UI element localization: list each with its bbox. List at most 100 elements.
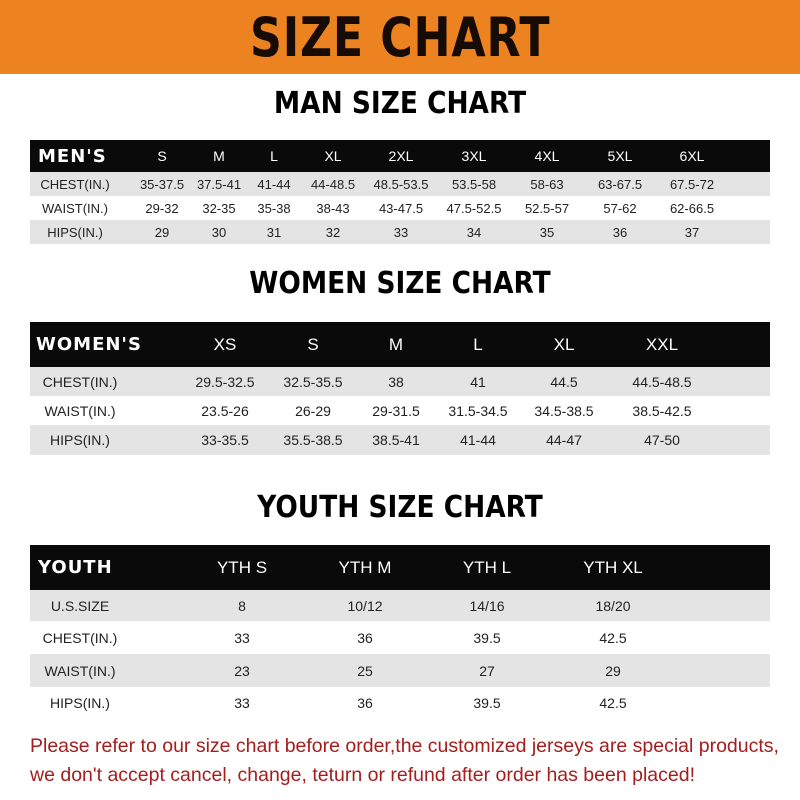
measurement-cell: 43-47.5 [378, 200, 424, 216]
order-notice: Please refer to our size chart before or… [30, 732, 790, 790]
youth-section-title: YOUTH SIZE CHART [257, 490, 543, 525]
size-header-cell: YTH L [462, 557, 512, 577]
size-header-cell: YTH S [216, 557, 268, 577]
measurement-cell: 42.5 [599, 629, 627, 646]
size-header-cell: L [270, 148, 278, 164]
size-header-cell: XL [324, 148, 342, 164]
table-row: CHEST(IN.) 29.5-32.5 32.5-35.5 38 41 44.5 44.5… [30, 367, 770, 396]
women-size-table: WOMEN'S XS S M L XL XXL CHEST(IN.) 29.5-32.5 32.5… [30, 322, 770, 455]
measurement-cell: 38 [388, 373, 404, 390]
row-label: WAIST(IN.) [42, 200, 108, 216]
measurement-cell: 23.5-26 [201, 402, 249, 419]
measurement-cell: 39.5 [473, 695, 501, 711]
measurement-cell: 48.5-53.5 [373, 176, 429, 192]
order-notice-line-1: Please refer to our size chart before or… [30, 735, 779, 757]
women-section-title: WOMEN SIZE CHART [249, 266, 551, 301]
measurement-cell: 25 [357, 662, 373, 679]
measurement-cell: 41-44 [460, 432, 496, 448]
row-label: HIPS(IN.) [50, 432, 110, 448]
row-label: CHEST(IN.) [42, 629, 118, 646]
measurement-cell: 44-47 [546, 432, 582, 448]
measurement-cell: 36 [357, 695, 373, 711]
table-row: WAIST(IN.) 23.5-26 26-29 29-31.5 31.5-34.5 34… [30, 396, 770, 425]
measurement-cell: 33-35.5 [201, 432, 249, 448]
men-table-header: MEN'S S M L XL 2XL 3XL 4XL 5XL 6XL [30, 140, 770, 172]
youth-table-header: YOUTH YTH S YTH M YTH L YTH XL [30, 545, 770, 590]
measurement-cell: 29-32 [145, 200, 179, 216]
measurement-cell: 57-62 [603, 200, 637, 216]
measurement-cell: 31.5-34.5 [448, 402, 508, 419]
measurement-cell: 58-63 [530, 176, 564, 192]
size-header-cell: S [157, 148, 167, 164]
measurement-cell: 35 [539, 224, 555, 240]
table-row: HIPS(IN.) 33-35.5 35.5-38.5 38.5-41 41-44 44-… [30, 425, 770, 455]
measurement-cell: 30 [211, 224, 227, 240]
size-header-cell: L [473, 334, 483, 354]
measurement-cell: 18/20 [595, 597, 631, 614]
measurement-cell: 47-50 [644, 432, 680, 448]
measurement-cell: 33 [234, 629, 250, 646]
measurement-cell: 23 [234, 662, 250, 679]
table-row: WAIST(IN.) 29-32 32-35 35-38 38-43 43-47.5 47.… [30, 196, 770, 220]
size-header-cell: 4XL [534, 148, 560, 164]
measurement-cell: 39.5 [473, 629, 501, 646]
measurement-cell: 32-35 [202, 200, 236, 216]
size-header-cell: S [307, 334, 319, 354]
men-section-title: MAN SIZE CHART [273, 86, 527, 121]
measurement-cell: 35.5-38.5 [283, 432, 343, 448]
size-header-cell: YTH XL [583, 557, 643, 577]
size-header-cell: 3XL [461, 148, 487, 164]
measurement-cell: 38.5-41 [372, 432, 420, 448]
row-label: CHEST(IN.) [42, 373, 118, 390]
measurement-cell: 38.5-42.5 [632, 402, 692, 419]
measurement-cell: 36 [612, 224, 628, 240]
measurement-cell: 37 [684, 224, 700, 240]
measurement-cell: 8 [238, 597, 246, 614]
measurement-cell: 35-37.5 [139, 176, 185, 192]
measurement-cell: 44-48.5 [310, 176, 356, 192]
measurement-cell: 67.5-72 [669, 176, 715, 192]
row-label: WAIST(IN.) [44, 662, 116, 679]
measurement-cell: 29-31.5 [372, 402, 420, 419]
size-header-cell: 2XL [388, 148, 414, 164]
row-label: CHEST(IN.) [40, 176, 110, 192]
measurement-cell: 31 [266, 224, 282, 240]
measurement-cell: 53.5-58 [451, 176, 497, 192]
size-header-cell: XL [553, 334, 575, 354]
measurement-cell: 41-44 [257, 176, 291, 192]
measurement-cell: 14/16 [469, 597, 505, 614]
size-header-cell: YTH M [338, 557, 392, 577]
measurement-cell: 27 [479, 662, 495, 679]
banner-title: SIZE CHART [249, 5, 551, 69]
size-header-cell: XXL [645, 334, 679, 354]
women-table-header: WOMEN'S XS S M L XL XXL [30, 322, 770, 367]
measurement-cell: 44.5-48.5 [632, 373, 692, 390]
row-label: HIPS(IN.) [47, 224, 103, 240]
measurement-cell: 32.5-35.5 [283, 373, 343, 390]
measurement-cell: 47.5-52.5 [446, 200, 502, 216]
row-label: U.S.SIZE [50, 597, 110, 614]
measurement-cell: 35-38 [257, 200, 291, 216]
measurement-cell: 34 [466, 224, 482, 240]
men-table-title: MEN'S [38, 145, 107, 167]
size-header-cell: XS [213, 334, 237, 354]
size-header-cell: 5XL [607, 148, 633, 164]
size-header-cell: 6XL [679, 148, 705, 164]
women-table-title: WOMEN'S [36, 334, 142, 355]
row-label: HIPS(IN.) [50, 695, 110, 711]
table-row: U.S.SIZE 8 10/12 14/16 18/20 [30, 590, 770, 621]
size-header-cell: M [213, 148, 225, 164]
measurement-cell: 42.5 [599, 695, 627, 711]
measurement-cell: 33 [234, 695, 250, 711]
measurement-cell: 52.5-57 [524, 200, 570, 216]
size-chart-banner: SIZE CHART [0, 0, 800, 74]
measurement-cell: 37.5-41 [196, 176, 242, 192]
measurement-cell: 41 [470, 373, 486, 390]
measurement-cell: 36 [357, 629, 373, 646]
table-row: HIPS(IN.) 29 30 31 32 33 34 35 36 37 [30, 220, 770, 244]
measurement-cell: 34.5-38.5 [534, 402, 594, 419]
size-header-cell: M [388, 334, 404, 354]
measurement-cell: 29 [154, 224, 170, 240]
order-notice-line-2: we don't accept cancel, change, teturn o… [30, 764, 695, 786]
measurement-cell: 62-66.5 [669, 200, 715, 216]
